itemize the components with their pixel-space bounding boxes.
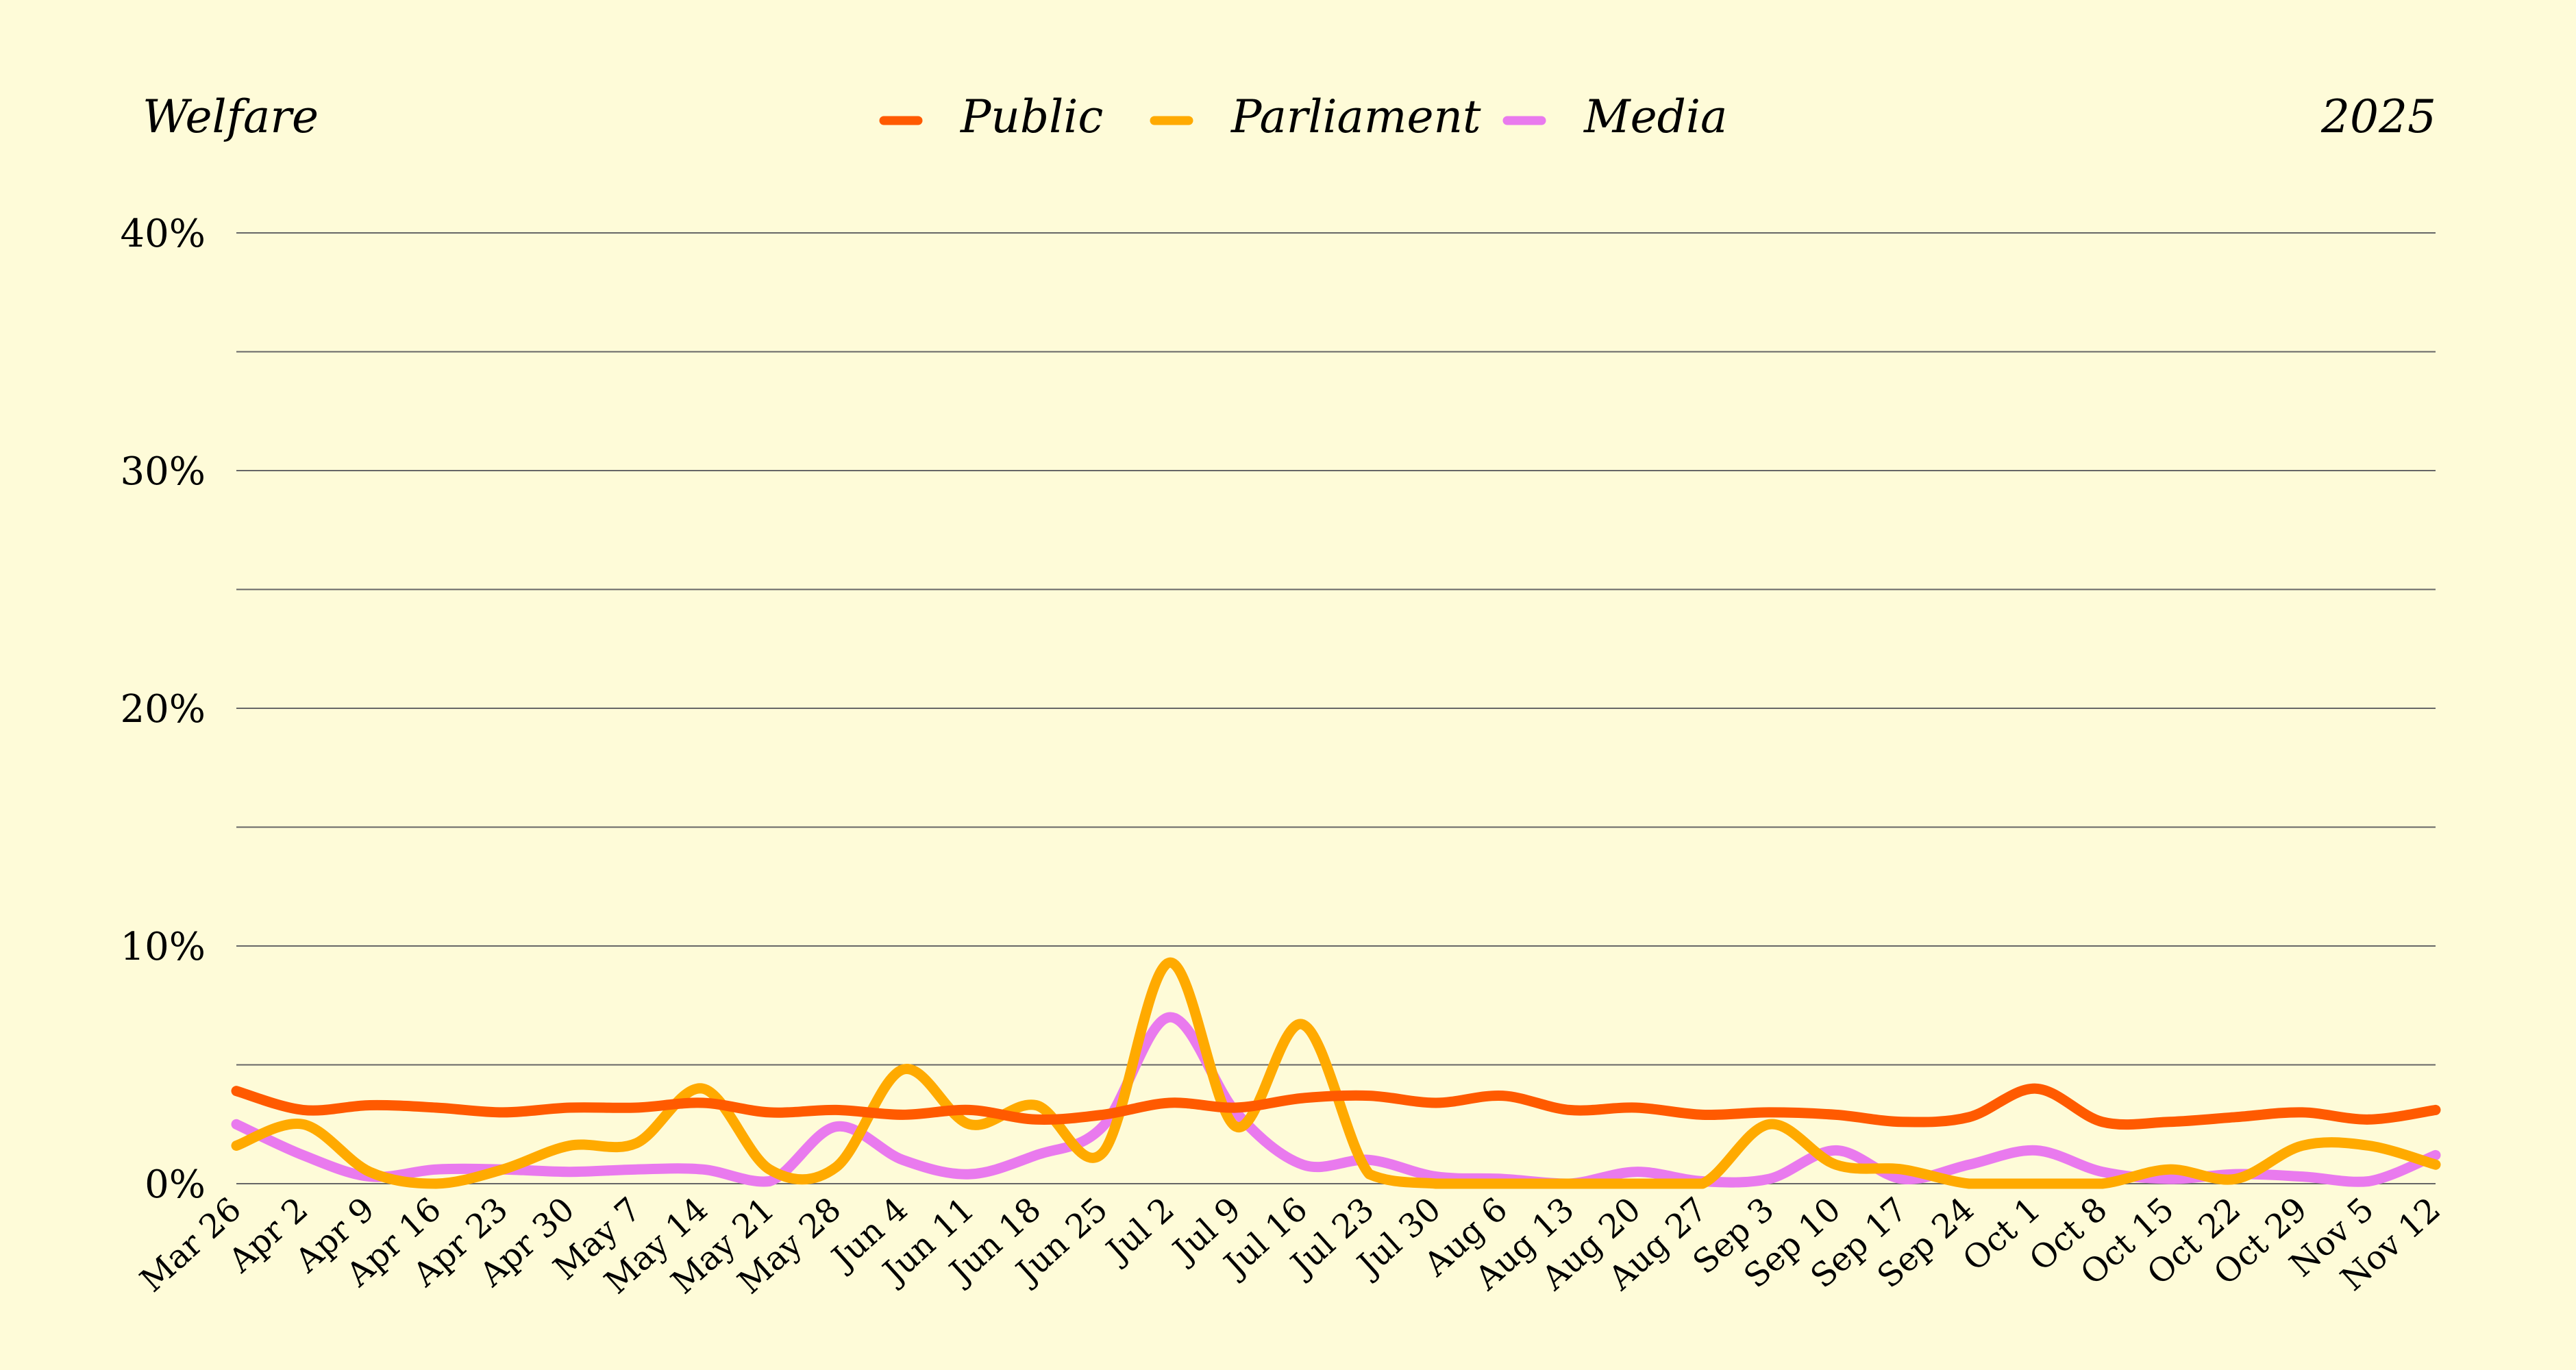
y-tick-label: 0% <box>145 1162 206 1207</box>
y-tick-label: 40% <box>121 212 206 256</box>
legend: Public Parliament Media <box>879 90 1727 143</box>
series-line-public <box>231 1083 2441 1130</box>
chart-title: Welfare <box>143 90 319 143</box>
legend-label-media: Media <box>1583 90 1727 143</box>
y-tick-label: 30% <box>121 449 206 494</box>
series-line-parliament <box>231 957 2441 1189</box>
series-lines <box>231 957 2441 1189</box>
legend-label-parliament: Parliament <box>1230 90 1481 143</box>
y-tick-label: 10% <box>121 925 206 969</box>
legend-label-public: Public <box>960 90 1103 143</box>
x-tick-label: Jul 2 <box>1097 1190 1182 1271</box>
chart-year: 2025 <box>2320 90 2436 143</box>
series-line-media <box>231 1012 2441 1189</box>
y-axis: 0% 10% 20% 30% 40% <box>121 212 206 1207</box>
grid <box>236 232 2436 1184</box>
x-tick-label: Oct 1 <box>1955 1190 2048 1278</box>
y-tick-label: 20% <box>121 687 206 732</box>
